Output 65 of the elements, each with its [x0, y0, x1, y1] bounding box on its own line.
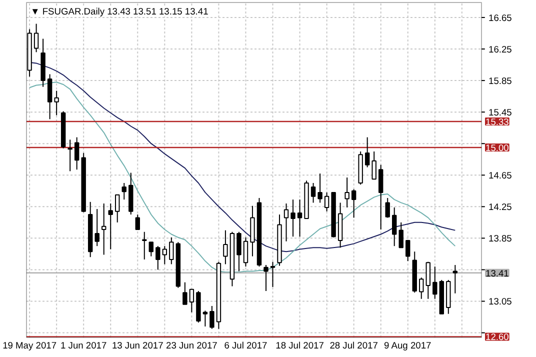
- candlestick: [344, 176, 350, 208]
- candlestick: [54, 90, 59, 116]
- candlestick: [398, 222, 404, 248]
- y-tick-label: 14.65: [488, 170, 512, 181]
- candlestick: [202, 310, 208, 327]
- candlestick: [47, 74, 52, 120]
- candlestick: [290, 199, 296, 238]
- candlestick: [101, 203, 106, 256]
- candlestick: [34, 23, 39, 53]
- candlestick: [68, 139, 72, 172]
- candlestick: [122, 182, 126, 200]
- candlestick: [169, 236, 174, 265]
- x-tick-label: 23 Jun 2017: [166, 340, 218, 350]
- candlestick: [189, 288, 194, 313]
- candlestick: [94, 208, 100, 247]
- ref-line-label: 13.41: [486, 268, 509, 278]
- candlestick: [135, 214, 140, 230]
- x-tick-label: 18 Jul 2017: [276, 340, 324, 350]
- candlestick: [115, 194, 120, 223]
- candlestick: [364, 136, 370, 168]
- candlestick: [406, 240, 410, 262]
- candlestick: [284, 203, 289, 242]
- ref-line-label: 15.33: [486, 117, 509, 128]
- x-tick-label: 6 Jul 2017: [224, 340, 268, 350]
- candlestick: [156, 246, 160, 270]
- candlestick: [148, 242, 154, 257]
- candlestick: [270, 261, 276, 288]
- x-tick-label: 1 Jun 2017: [60, 340, 107, 350]
- candlestick: [310, 182, 316, 204]
- y-tick-label: 15.85: [488, 76, 512, 86]
- candlestick: [351, 188, 356, 218]
- candlestick: [432, 266, 438, 300]
- candlestick: [318, 173, 322, 204]
- ref-line-label: 12.60: [486, 332, 509, 342]
- y-tick-label: 13.05: [488, 296, 512, 307]
- candlestick: [182, 282, 188, 305]
- candlestick: [324, 192, 330, 212]
- candlestick: [108, 203, 113, 250]
- candlestick: [142, 231, 147, 260]
- ref-line-label: 15.00: [486, 143, 509, 154]
- y-tick-label: 14.25: [488, 202, 512, 212]
- candlestick: [378, 164, 384, 230]
- x-tick-label: 28 Jul 2017: [330, 340, 378, 350]
- candlestick: [74, 136, 80, 170]
- x-tick-label: 19 May 2017: [2, 340, 57, 350]
- y-tick-label: 13.85: [488, 234, 512, 244]
- candlestick: [426, 261, 430, 300]
- candlestick: [297, 199, 302, 238]
- candlestick: [210, 305, 214, 330]
- chart-title: ▼ FSUGAR.Daily 13.43 13.51 13.15 13.41: [30, 6, 208, 16]
- candlestick: [419, 277, 424, 300]
- candlestick: [264, 264, 268, 292]
- candlestick: [385, 197, 390, 218]
- candlestick: [162, 246, 168, 265]
- candlestick: [452, 264, 458, 294]
- candlestick: [236, 231, 242, 272]
- y-tick-label: 16.25: [488, 44, 512, 55]
- x-tick-label: 13 Jun 2017: [112, 340, 164, 350]
- y-tick-label: 16.65: [488, 12, 512, 23]
- candlestick: [372, 150, 376, 180]
- candlestick: [243, 236, 248, 268]
- x-tick-label: 9 Aug 2017: [384, 340, 432, 350]
- candlestick: [223, 230, 228, 265]
- y-tick-label: 15.45: [488, 108, 512, 118]
- candlestick: [392, 206, 397, 247]
